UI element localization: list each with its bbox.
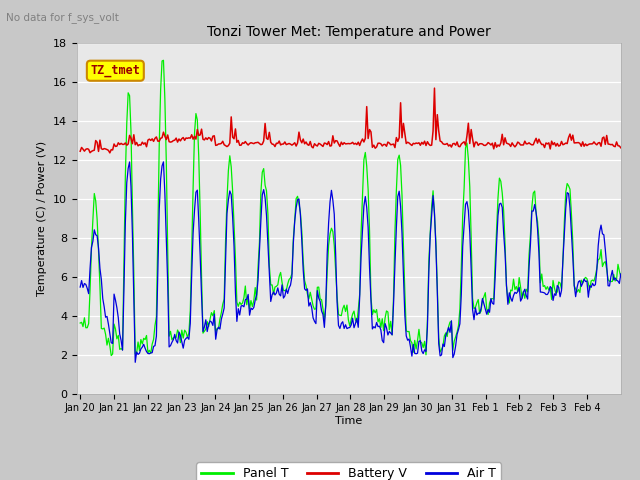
Panel T [95, 248, 102, 254]
Line: Air T: Air T [80, 162, 621, 362]
Battery V [113, 143, 121, 149]
Panel T [108, 353, 115, 359]
Battery V [617, 145, 625, 151]
Panel T [159, 58, 167, 63]
Battery V [616, 143, 623, 149]
Air T [95, 245, 102, 251]
Panel T [76, 320, 84, 326]
Panel T [113, 336, 121, 342]
Air T [131, 360, 139, 365]
Battery V [356, 143, 364, 148]
Battery V [545, 140, 553, 146]
Battery V [95, 148, 102, 154]
Air T [465, 207, 472, 213]
Battery V [76, 148, 84, 154]
Air T [357, 254, 365, 260]
X-axis label: Time: Time [335, 416, 362, 426]
Text: TZ_tmet: TZ_tmet [90, 64, 140, 77]
Y-axis label: Temperature (C) / Power (V): Temperature (C) / Power (V) [37, 141, 47, 296]
Battery V [431, 85, 438, 91]
Air T [617, 271, 625, 276]
Battery V [465, 120, 472, 126]
Line: Battery V: Battery V [80, 88, 621, 153]
Panel T [545, 287, 553, 293]
Line: Panel T: Panel T [80, 60, 621, 356]
Air T [76, 284, 84, 290]
Panel T [617, 274, 625, 280]
Air T [545, 289, 553, 295]
Text: No data for f_sys_volt: No data for f_sys_volt [6, 12, 119, 23]
Battery V [106, 150, 114, 156]
Air T [616, 280, 623, 286]
Panel T [357, 230, 365, 236]
Panel T [616, 268, 623, 274]
Title: Tonzi Tower Met: Temperature and Power: Tonzi Tower Met: Temperature and Power [207, 25, 491, 39]
Panel T [465, 156, 472, 162]
Legend: Panel T, Battery V, Air T: Panel T, Battery V, Air T [196, 462, 501, 480]
Air T [111, 297, 119, 303]
Air T [159, 159, 167, 165]
